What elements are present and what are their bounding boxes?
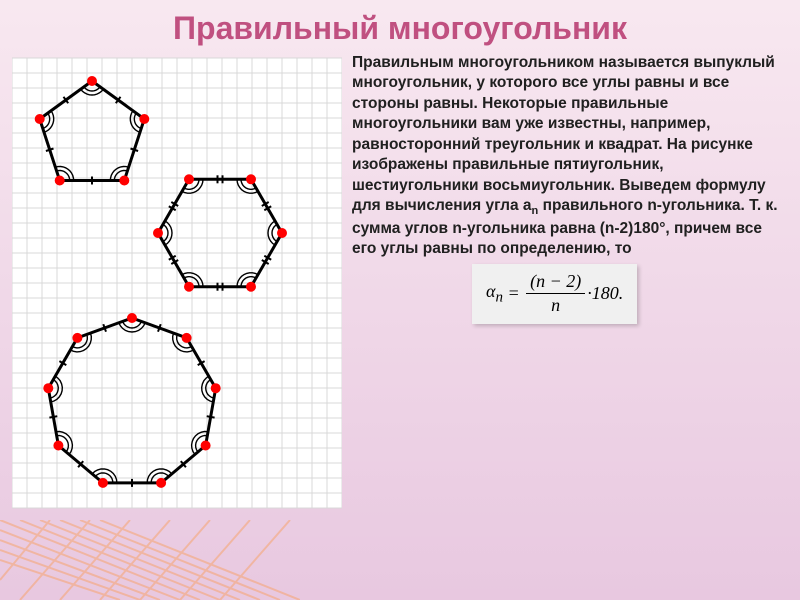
diagram-panel: [12, 53, 342, 513]
formula-fraction: (n − 2) n: [526, 270, 585, 319]
text-panel: Правильным многоугольником называется вы…: [352, 53, 788, 513]
formula: αn = (n − 2) n ·180.: [486, 270, 623, 319]
page-title: Правильный многоугольник: [0, 0, 800, 53]
formula-numerator: (n − 2): [526, 270, 585, 295]
content-row: Правильным многоугольником называется вы…: [0, 53, 800, 513]
body-paragraph: Правильным многоугольником называется вы…: [352, 53, 782, 260]
formula-box: αn = (n − 2) n ·180.: [472, 264, 637, 325]
polygon-shapes: [12, 53, 342, 513]
formula-suffix: ·180.: [587, 282, 623, 306]
formula-denominator: n: [547, 294, 564, 318]
formula-alpha-sub: n: [495, 289, 503, 305]
decorative-pattern: [0, 520, 300, 600]
